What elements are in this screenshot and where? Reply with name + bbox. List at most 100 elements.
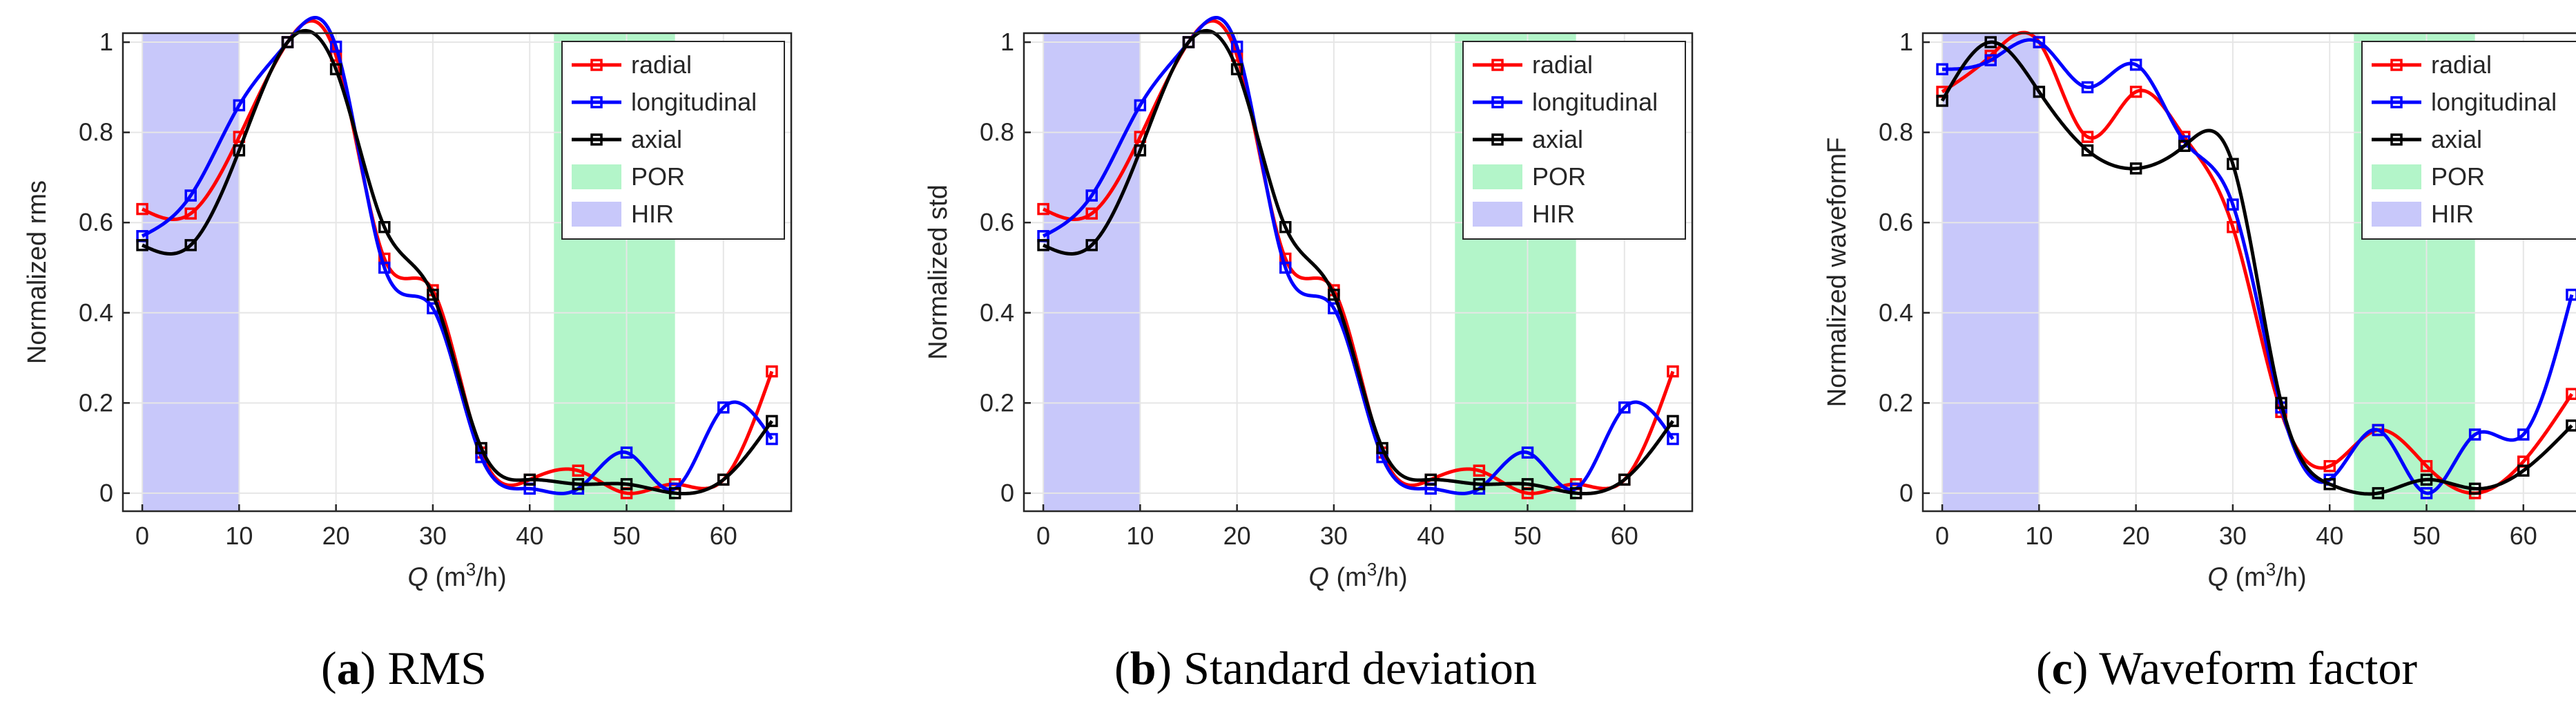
x-axis-label-unit: (m [1329,563,1367,592]
legend-label-por: POR [1532,162,1586,191]
legend-label-radial: radial [1532,50,1593,79]
x-tick-label: 50 [612,522,640,550]
legend-label-hir: HIR [631,200,674,228]
marker-radial [2227,220,2239,233]
marker-longitudinal [2129,58,2142,71]
marker-axial [2081,144,2094,157]
y-tick-label: 1 [1000,28,1014,56]
marker-axial [1569,487,1582,499]
y-tick-label: 0.6 [980,208,1014,236]
marker-longitudinal [1230,40,1243,53]
legend-marker-radial [590,59,603,71]
legend-label-longitudinal: longitudinal [1532,88,1658,116]
x-tick-label: 10 [2025,522,2053,550]
marker-axial [523,473,536,486]
marker-axial [572,478,585,490]
series-line-longitudinal [1042,15,1675,495]
x-tick-label: 30 [419,522,447,550]
x-axis-label-unit-close: /h) [476,563,506,592]
x-tick-label: 30 [1320,522,1348,550]
legend-marker-axial [2390,133,2403,146]
x-tick-label: 40 [2316,522,2343,550]
marker-axial [1328,288,1340,301]
x-tick-label: 0 [1036,522,1050,550]
region-hir [1043,33,1141,511]
x-tick-label: 50 [1513,522,1541,550]
y-tick-label: 0.4 [79,298,113,327]
marker-longitudinal [766,432,778,446]
x-tick-label: 20 [1223,522,1251,550]
marker-axial [136,239,148,251]
axes-frame [1921,32,2576,513]
y-tick-label: 0.2 [1879,388,1913,417]
marker-longitudinal [2372,423,2385,437]
x-tick-label: 60 [710,522,737,550]
legend-label-longitudinal: longitudinal [631,88,757,116]
caption-letter: c [2052,642,2073,694]
marker-radial [2323,459,2336,473]
legend-swatch-por [2372,164,2421,189]
legend-label-longitudinal: longitudinal [2431,88,2557,116]
panel-caption: (b) Standard deviation [1114,642,1537,694]
marker-radial [1473,464,1486,477]
y-axis-label: Normalized rms [23,180,52,364]
x-tick-label: 0 [1935,522,1949,550]
x-axis-label-sup: 3 [1367,559,1377,580]
marker-radial [2129,86,2142,98]
y-tick-label: 0.4 [1879,298,1913,327]
x-tick-label: 60 [1611,522,1638,550]
marker-axial [668,487,681,499]
series-line-longitudinal [1942,38,2574,495]
marker-axial [2372,487,2385,499]
legend-label-por: POR [631,162,685,191]
panel-caption: (a) RMS [321,642,487,694]
series-line-axial [1940,40,2573,496]
y-tick-label: 0.2 [79,388,113,417]
marker-longitudinal [184,189,197,202]
legend-label-axial: axial [1532,125,1583,153]
legend-label-hir: HIR [2431,200,2474,228]
region-hir [142,33,240,511]
marker-axial [1279,220,1292,233]
x-axis-label: Q (m3/h) [407,559,506,592]
x-tick-label: 40 [516,522,543,550]
marker-axial [2227,158,2239,171]
y-tick-label: 0 [1000,479,1014,507]
caption-open-paren: ( [1114,642,1130,694]
y-tick-label: 0.4 [980,298,1014,327]
marker-longitudinal [233,99,246,112]
marker-axial [1618,473,1631,486]
marker-longitudinal [2420,487,2433,499]
marker-radial [2081,131,2094,143]
y-tick-label: 0 [1899,479,1913,507]
y-tick-label: 0.6 [79,208,113,236]
legend-label-radial: radial [631,50,692,79]
legend-marker-radial [1491,59,1504,71]
y-tick-label: 0.2 [980,388,1014,417]
marker-axial [1134,144,1147,157]
marker-longitudinal [1667,432,1679,446]
marker-radial [184,207,197,220]
marker-longitudinal [2517,428,2530,441]
region-hir [1942,33,2040,511]
marker-axial [766,414,778,428]
marker-longitudinal [2566,288,2576,301]
x-axis-label-unit: (m [428,563,466,592]
marker-radial [1037,202,1049,216]
legend-label-axial: axial [631,125,682,153]
legend-marker-radial [2390,59,2403,71]
legend: radial longitudinal axial POR HIR [561,41,785,240]
x-axis-label-sup: 3 [2266,559,2276,580]
marker-axial [1376,441,1388,455]
marker-axial [2566,419,2576,432]
legend-label-radial: radial [2431,50,2492,79]
caption-text: ) Standard deviation [1156,642,1537,694]
marker-radial [1667,365,1679,378]
caption-letter: b [1130,642,1156,694]
legend-label-por: POR [2431,162,2485,191]
x-tick-label: 30 [2219,522,2247,550]
marker-axial [1521,478,1534,490]
marker-longitudinal [2227,198,2239,211]
y-axis-label: Normalized std [924,184,953,359]
